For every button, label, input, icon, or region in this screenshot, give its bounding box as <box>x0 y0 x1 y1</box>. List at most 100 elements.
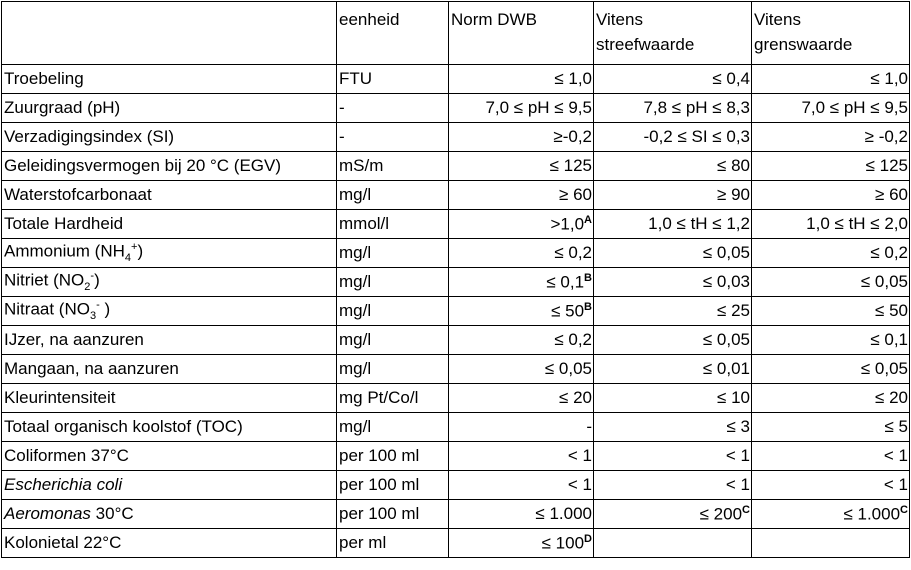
value-cell: ≤ 0,1B <box>448 267 594 297</box>
value-cell: ≤ 50 <box>751 296 910 326</box>
value-cell: ≤ 200C <box>593 499 752 529</box>
value-cell: 1,0 ≤ tH ≤ 1,2 <box>593 209 752 239</box>
unit-cell: per 100 ml <box>336 470 449 500</box>
value-cell: < 1 <box>593 441 752 471</box>
table-row: Totaal organisch koolstof (TOC) mg/l - ≤ 3 ≤… <box>1 412 910 442</box>
unit-cell: per ml <box>336 528 449 558</box>
value-cell: - <box>448 412 594 442</box>
value-cell: ≤ 50B <box>448 296 594 326</box>
text-segment: ) <box>99 300 111 320</box>
value-cell <box>751 528 910 558</box>
value-cell: ≤ 1.000 <box>448 499 594 529</box>
parameter-cell: Verzadigingsindex (SI) <box>1 122 337 152</box>
text-segment: D <box>584 532 592 545</box>
value-cell: ≤ 25 <box>593 296 752 326</box>
value-cell: ≤ 125 <box>448 151 594 181</box>
parameter-cell: Zuurgraad (pH) <box>1 93 337 123</box>
value-cell: ≤ 20 <box>751 383 910 413</box>
value-cell: ≥ 90 <box>593 180 752 210</box>
text-segment: C <box>900 503 908 516</box>
value-cell: ≤ 0,2 <box>448 325 594 355</box>
value-cell: ≤ 10 <box>593 383 752 413</box>
value-cell: ≤ 20 <box>448 383 594 413</box>
text-segment: Escherichia coli <box>4 474 123 494</box>
unit-cell: mg/l <box>336 325 449 355</box>
table-row: Totale Hardheid mmol/l >1,0A 1,0 ≤ tH ≤ 1,2… <box>1 209 910 239</box>
parameter-cell: Nitriet (NO2-) <box>1 267 337 297</box>
value-cell: ≤ 0,1 <box>751 325 910 355</box>
value-cell: ≤ 80 <box>593 151 752 181</box>
value-cell: ≤ 1,0 <box>448 64 594 94</box>
value-cell: 7,8 ≤ pH ≤ 8,3 <box>593 93 752 123</box>
value-cell: >1,0A <box>448 209 594 239</box>
value-cell: ≤ 0,05 <box>593 238 752 268</box>
table-row: Nitriet (NO2-) mg/l ≤ 0,1B ≤ 0,03 ≤ 0,05 <box>1 267 910 297</box>
value-cell: 1,0 ≤ tH ≤ 2,0 <box>751 209 910 239</box>
value-cell: ≤ 5 <box>751 412 910 442</box>
parameter-cell: Kleurintensiteit <box>1 383 337 413</box>
text-segment: ≤ 0,1 <box>546 272 585 292</box>
text-segment: Nitriet (NO <box>4 271 85 291</box>
parameter-cell: Totale Hardheid <box>1 209 337 239</box>
value-cell: ≤ 0,4 <box>593 64 752 94</box>
table-row: Escherichia coli per 100 ml < 1 < 1 < 1 <box>1 470 910 500</box>
unit-cell: mg/l <box>336 267 449 297</box>
value-cell: ≤ 1.000C <box>751 499 910 529</box>
water-quality-table: eenheid Norm DWB Vitens streefwaarde Vitens… <box>1 1 910 558</box>
value-cell: ≥ -0,2 <box>751 122 910 152</box>
value-cell: ≤ 100D <box>448 528 594 558</box>
value-cell: ≤ 0,03 <box>593 267 752 297</box>
text-segment: B <box>584 300 592 313</box>
text-segment: 30°C <box>90 503 134 523</box>
unit-cell: mg/l <box>336 354 449 384</box>
table-row: Geleidingsvermogen bij 20 °C (EGV) mS/m ≤ … <box>1 151 910 181</box>
value-cell: ≤ 0,05 <box>751 354 910 384</box>
table-row: IJzer, na aanzuren mg/l ≤ 0,2 ≤ 0,05 ≤ 0,1 <box>1 325 910 355</box>
table-body: Troebeling FTU ≤ 1,0 ≤ 0,4 ≤ 1,0 Zuurgraad (p… <box>1 64 910 558</box>
text-segment: ≤ 100 <box>541 533 585 553</box>
value-cell: -0,2 ≤ SI ≤ 0,3 <box>593 122 752 152</box>
table-row: Mangaan, na aanzuren mg/l ≤ 0,05 ≤ 0,01 ≤ 0,… <box>1 354 910 384</box>
parameter-cell: Mangaan, na aanzuren <box>1 354 337 384</box>
value-cell: ≥ 60 <box>448 180 594 210</box>
unit-cell: mg/l <box>336 412 449 442</box>
text-segment: 3 <box>89 310 97 323</box>
text-segment: Ammonium (NH <box>4 242 125 262</box>
parameter-cell: Geleidingsvermogen bij 20 °C (EGV) <box>1 151 337 181</box>
table-header: eenheid Norm DWB Vitens streefwaarde Vitens… <box>1 1 910 65</box>
table-row: Zuurgraad (pH) -7,0 ≤ pH ≤ 9,5 7,8 ≤ pH ≤ … <box>1 93 910 123</box>
text-segment: >1,0 <box>550 214 585 234</box>
text-segment: ≤ 50 <box>551 301 585 321</box>
unit-cell: mg/l <box>336 296 449 326</box>
parameter-cell: Waterstofcarbonaat <box>1 180 337 210</box>
unit-cell: per 100 ml <box>336 441 449 471</box>
text-segment: A <box>584 213 592 226</box>
parameter-cell: Coliformen 37°C <box>1 441 337 471</box>
text-segment: ) <box>94 271 100 291</box>
table-row: Verzadigingsindex (SI) - ≥-0,2 -0,2 ≤ SI ≤ … <box>1 122 910 152</box>
value-cell: 7,0 ≤ pH ≤ 9,5 <box>448 93 594 123</box>
value-cell: ≤ 3 <box>593 412 752 442</box>
text-segment: Aeromonas <box>4 503 91 523</box>
value-cell: ≤ 0,2 <box>448 238 594 268</box>
header-cell: Vitens streefwaarde <box>593 1 752 65</box>
header-row: eenheid Norm DWB Vitens streefwaarde Vitens… <box>1 1 910 65</box>
text-segment: 2 <box>84 281 91 294</box>
text-segment: Nitraat (NO <box>4 300 90 320</box>
table-row: Troebeling FTU ≤ 1,0 ≤ 0,4 ≤ 1,0 <box>1 64 910 94</box>
text-segment: 4 <box>124 252 132 265</box>
value-cell: ≤ 0,05 <box>448 354 594 384</box>
header-cell: Vitens grenswaarde <box>751 1 910 65</box>
table-row: Aeromonas 30°C per 100 ml ≤ 1.000 ≤ 200C ≤ 1… <box>1 499 910 529</box>
table-row: Ammonium (NH4+) mg/l ≤ 0,2 ≤ 0,05 ≤ 0,2 <box>1 238 910 268</box>
value-cell: ≤ 0,05 <box>593 325 752 355</box>
value-cell: < 1 <box>751 470 910 500</box>
value-cell: < 1 <box>751 441 910 471</box>
text-segment: C <box>742 503 750 516</box>
header-cell <box>1 1 337 65</box>
value-cell: ≤ 125 <box>751 151 910 181</box>
text-segment: - <box>90 270 95 283</box>
table-row: Nitraat (NO3- ) mg/l ≤ 50B ≤ 25 ≤ 50 <box>1 296 910 326</box>
parameter-cell: Nitraat (NO3- ) <box>1 296 337 326</box>
